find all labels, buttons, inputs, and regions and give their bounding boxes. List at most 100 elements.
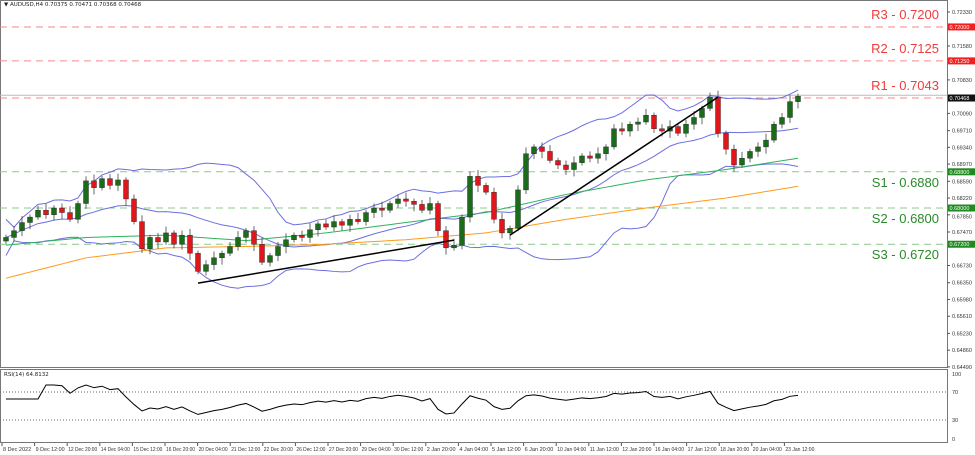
candle-body — [683, 124, 689, 134]
level-label: R2 - 0.7125 — [871, 41, 939, 56]
time-axis-label: 22 Dec 20:00 — [264, 447, 293, 453]
candle — [483, 182, 489, 195]
candle-body — [131, 198, 137, 222]
candle-body — [139, 221, 145, 249]
candle — [3, 234, 9, 244]
time-axis-label: 20 Jan 04:00 — [753, 447, 782, 453]
candle-body — [19, 222, 25, 231]
candle-body — [675, 126, 681, 134]
candle — [227, 241, 233, 257]
candle — [131, 194, 137, 225]
candle-body — [75, 203, 81, 220]
candle — [427, 197, 433, 215]
candle-body — [491, 191, 497, 220]
candle — [459, 214, 465, 250]
candle-body — [379, 207, 385, 211]
candle — [379, 201, 385, 218]
level-label: S2 - 0.6800 — [872, 211, 939, 226]
candle — [115, 173, 121, 191]
time-axis-label: 11 Jan 12:00 — [590, 447, 619, 453]
candle-body — [691, 117, 697, 125]
candle-body — [355, 219, 361, 222]
candle — [339, 218, 345, 231]
candle — [163, 226, 169, 245]
candle — [675, 123, 681, 137]
candle — [643, 108, 649, 125]
candle-body — [723, 133, 729, 150]
candle-body — [627, 124, 633, 132]
price-axis-label: 0.67470 — [952, 230, 972, 236]
candle-body — [371, 207, 377, 213]
collapse-triangle-icon[interactable]: ▼ — [4, 2, 9, 8]
candle — [27, 214, 33, 230]
candle-body — [435, 203, 441, 231]
candle — [603, 144, 609, 161]
price-axis-label: 0.72330 — [952, 10, 972, 16]
price-tag-label: 0.68000 — [950, 206, 970, 212]
candle — [323, 219, 329, 230]
candle-body — [443, 230, 449, 249]
candle — [387, 200, 393, 213]
candle — [723, 130, 729, 155]
candle-body — [539, 146, 545, 152]
price-axis-label: 0.69710 — [952, 129, 972, 135]
level-label: S3 - 0.6720 — [872, 247, 939, 262]
candle-body — [147, 237, 153, 249]
candle-body — [739, 158, 745, 166]
moving-average-fast — [5, 157, 799, 246]
candle — [547, 145, 553, 164]
candle-body — [187, 234, 193, 254]
candle — [491, 187, 497, 224]
candle-body — [563, 164, 569, 170]
candle-body — [163, 232, 169, 243]
candle — [475, 169, 481, 193]
time-axis-label: 21 Dec 12:00 — [231, 447, 260, 453]
candle-body — [451, 244, 457, 249]
candle-body — [307, 229, 313, 238]
candle — [219, 250, 225, 265]
candle — [651, 112, 657, 133]
candle-body — [59, 207, 65, 213]
candle — [739, 151, 745, 168]
candle-body — [323, 223, 329, 228]
candle — [139, 215, 145, 253]
candle-body — [259, 244, 265, 263]
candle — [187, 228, 193, 261]
candle-body — [115, 179, 121, 186]
candle — [19, 216, 25, 237]
candle — [467, 171, 473, 223]
candle-body — [595, 153, 601, 159]
candle-body — [395, 198, 401, 204]
candle-body — [107, 178, 113, 186]
candle-body — [275, 246, 281, 256]
candle-body — [467, 176, 473, 218]
time-axis-label: 23 Jan 12:00 — [785, 447, 814, 453]
time-axis-label: 16 Jan 04:00 — [655, 447, 684, 453]
price-axis-label: 0.71580 — [952, 44, 972, 50]
candle-body — [619, 128, 625, 132]
price-tag-label: 0.72000 — [950, 25, 970, 31]
candle — [411, 198, 417, 212]
candle-body — [507, 228, 513, 234]
time-axis-label: 16 Dec 20:00 — [166, 447, 195, 453]
candle — [299, 230, 305, 242]
candle — [331, 215, 337, 232]
ohlc-values: 0.70375 0.70471 0.70368 0.70468 — [44, 2, 142, 8]
candle-body — [91, 180, 97, 188]
candle — [147, 234, 153, 255]
time-axis-label: 4 Jan 04:00 — [459, 447, 488, 453]
candle-body — [363, 212, 369, 222]
candle-body — [499, 219, 505, 234]
candle-body — [651, 115, 657, 129]
time-axis-label: 29 Dec 04:00 — [362, 447, 391, 453]
candle — [251, 226, 257, 252]
candle-body — [291, 234, 297, 240]
candle-body — [219, 253, 225, 259]
candle — [347, 214, 353, 233]
candle — [235, 231, 241, 251]
candle-body — [579, 155, 585, 163]
candle-body — [779, 117, 785, 125]
candle — [611, 124, 617, 150]
candle-body — [331, 221, 337, 228]
